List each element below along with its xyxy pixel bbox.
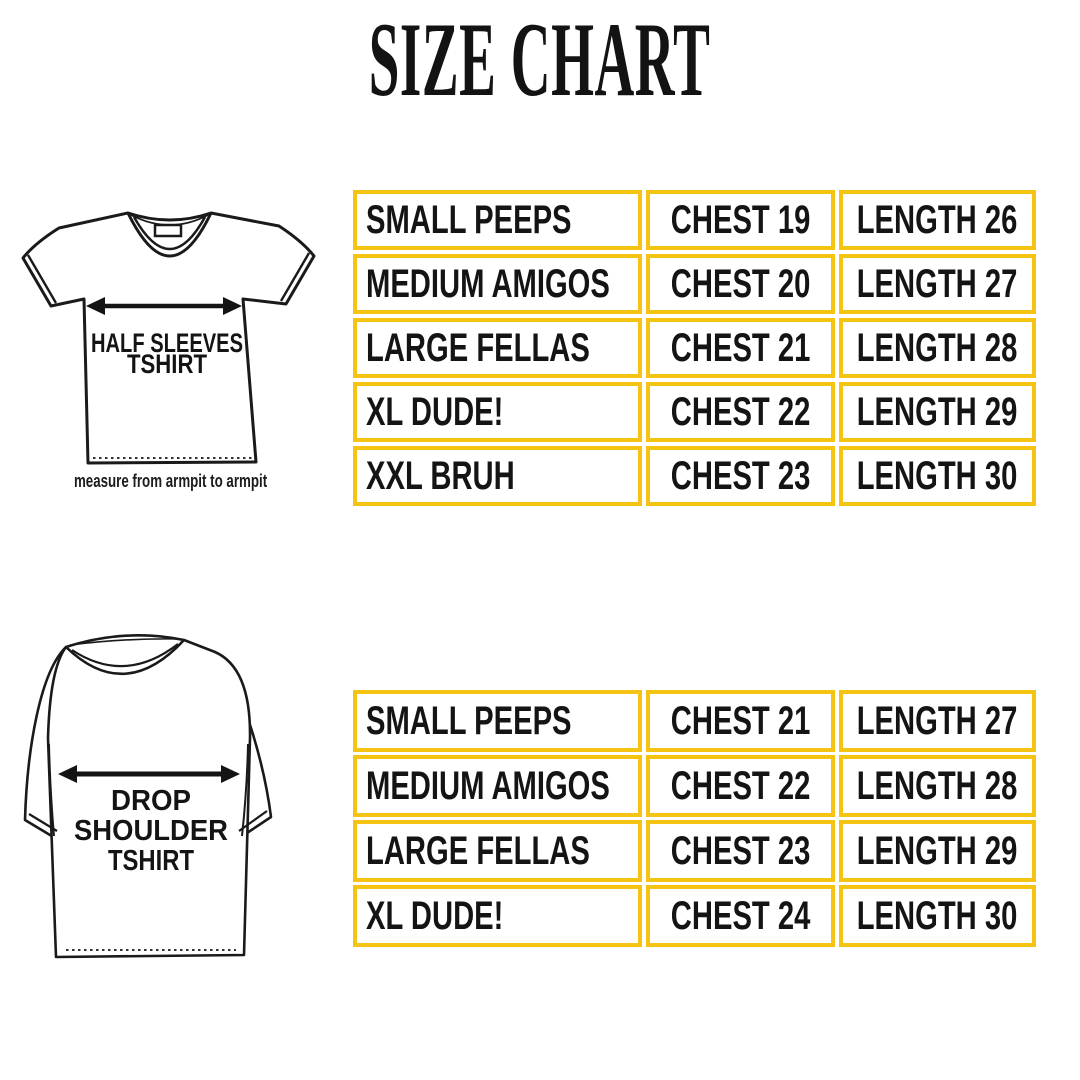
measure-caption: measure from armpit to armpit xyxy=(74,471,268,491)
table-row: MEDIUM AMIGOS CHEST 20 LENGTH 27 xyxy=(353,254,1036,314)
neck-label xyxy=(153,223,183,238)
shirt-type-label-line1: DROP xyxy=(111,785,191,817)
tshirt-outline xyxy=(21,211,316,465)
half-sleeves-tshirt-diagram: HALF SLEEVES TSHIRT xyxy=(21,211,316,465)
measure-arrow xyxy=(58,765,240,783)
chest-cell: CHEST 22 xyxy=(646,382,835,442)
chest-cell: CHEST 23 xyxy=(646,820,835,882)
shirt-type-label-line2: TSHIRT xyxy=(127,349,207,379)
table-row: SMALL PEEPS CHEST 21 LENGTH 27 xyxy=(353,690,1036,752)
chest-cell: CHEST 21 xyxy=(646,690,835,752)
right-sleeve-seam xyxy=(241,743,249,837)
length-cell: LENGTH 26 xyxy=(839,190,1036,250)
collar-outer-arc xyxy=(65,639,185,676)
page-title: SIZE CHART xyxy=(0,0,1080,123)
half-sleeves-size-table: SMALL PEEPS CHEST 19 LENGTH 26 MEDIUM AM… xyxy=(353,190,1036,510)
size-name-cell: MEDIUM AMIGOS xyxy=(353,254,642,314)
table-row: XL DUDE! CHEST 22 LENGTH 29 xyxy=(353,382,1036,442)
chest-cell: CHEST 24 xyxy=(646,885,835,947)
table-row: MEDIUM AMIGOS CHEST 22 LENGTH 28 xyxy=(353,755,1036,817)
length-cell: LENGTH 27 xyxy=(839,254,1036,314)
size-name-cell: XXL BRUH xyxy=(353,446,642,506)
size-name-cell: LARGE FELLAS xyxy=(353,318,642,378)
measure-arrow xyxy=(86,297,242,315)
length-cell: LENGTH 28 xyxy=(839,318,1036,378)
left-cuff-line xyxy=(28,813,58,832)
page-title-text: SIZE CHART xyxy=(369,1,711,118)
length-cell: LENGTH 29 xyxy=(839,820,1036,882)
length-cell: LENGTH 30 xyxy=(839,446,1036,506)
shirt-type-label-line1: HALF SLEEVES xyxy=(91,328,243,358)
collar-outer-arc xyxy=(126,212,213,258)
table-row: SMALL PEEPS CHEST 19 LENGTH 26 xyxy=(353,190,1036,250)
table-row: LARGE FELLAS CHEST 23 LENGTH 29 xyxy=(353,820,1036,882)
chest-cell: CHEST 21 xyxy=(646,318,835,378)
collar-inner-arc xyxy=(71,643,179,668)
size-name-cell: MEDIUM AMIGOS xyxy=(353,755,642,817)
table-row: XXL BRUH CHEST 23 LENGTH 30 xyxy=(353,446,1036,506)
chest-cell: CHEST 20 xyxy=(646,254,835,314)
length-cell: LENGTH 27 xyxy=(839,690,1036,752)
shirt-type-label-line3: TSHIRT xyxy=(108,845,194,877)
table-row: XL DUDE! CHEST 24 LENGTH 30 xyxy=(353,885,1036,947)
drop-shoulder-tshirt-diagram: DROP SHOULDER TSHIRT xyxy=(23,634,273,959)
collar-inner-arc xyxy=(132,216,207,251)
chest-cell: CHEST 23 xyxy=(646,446,835,506)
size-name-cell: SMALL PEEPS xyxy=(353,690,642,752)
size-name-cell: XL DUDE! xyxy=(353,885,642,947)
length-cell: LENGTH 29 xyxy=(839,382,1036,442)
tshirt-body-outline xyxy=(46,634,252,959)
chest-cell: CHEST 19 xyxy=(646,190,835,250)
shirt-type-label-line2: SHOULDER xyxy=(74,815,228,847)
size-name-cell: SMALL PEEPS xyxy=(353,190,642,250)
size-name-cell: XL DUDE! xyxy=(353,382,642,442)
size-name-cell: LARGE FELLAS xyxy=(353,820,642,882)
right-cuff-line xyxy=(238,810,268,832)
table-row: LARGE FELLAS CHEST 21 LENGTH 28 xyxy=(353,318,1036,378)
drop-shoulder-size-table: SMALL PEEPS CHEST 21 LENGTH 27 MEDIUM AM… xyxy=(353,690,1036,950)
length-cell: LENGTH 28 xyxy=(839,755,1036,817)
right-cuff-line xyxy=(279,252,311,302)
length-cell: LENGTH 30 xyxy=(839,885,1036,947)
left-cuff-line xyxy=(26,254,58,304)
left-sleeve-seam xyxy=(48,743,55,837)
collar-back-line xyxy=(69,638,182,646)
chest-cell: CHEST 22 xyxy=(646,755,835,817)
